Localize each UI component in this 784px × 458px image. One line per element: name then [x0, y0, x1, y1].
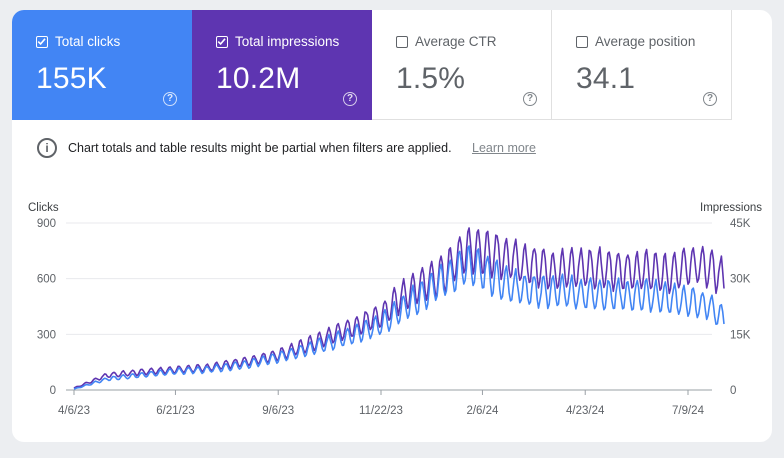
performance-card: Total clicks 155K ? Total impressions 10…	[12, 10, 772, 442]
x-tick-label: 4/23/24	[566, 405, 605, 417]
metric-average-position[interactable]: Average position 34.1 ?	[552, 10, 732, 120]
metric-value: 10.2M	[216, 62, 301, 95]
metric-label: Average position	[595, 34, 696, 49]
help-icon[interactable]: ?	[703, 92, 717, 106]
right-tick-label: 0	[730, 385, 736, 397]
x-tick-label: 2/6/24	[466, 405, 499, 417]
x-tick-label: 7/9/24	[672, 405, 705, 417]
metric-average-ctr[interactable]: Average CTR 1.5% ?	[372, 10, 552, 120]
metric-total-clicks[interactable]: Total clicks 155K ?	[12, 10, 192, 120]
right-tick-label: 45K	[730, 218, 751, 230]
performance-chart: 900 45K 600 30K 300 15K 0 0 Clicks Impressions 4/6…	[28, 202, 762, 417]
metric-label: Average CTR	[415, 34, 497, 49]
x-tick-label: 6/21/23	[156, 405, 194, 417]
right-tick-label: 30K	[730, 274, 751, 286]
x-tick-label: 9/6/23	[262, 405, 294, 417]
help-icon[interactable]: ?	[523, 92, 537, 106]
info-icon: i	[37, 138, 57, 158]
left-axis-title: Clicks	[28, 202, 59, 214]
right-axis-title: Impressions	[700, 202, 762, 214]
learn-more-link[interactable]: Learn more	[472, 141, 536, 155]
x-tick-label: 11/22/23	[359, 405, 403, 417]
metric-label: Total clicks	[55, 34, 121, 49]
left-tick-label: 600	[37, 274, 56, 286]
x-tick-label: 4/6/23	[58, 405, 90, 417]
notice-text: Chart totals and table results might be …	[68, 141, 452, 155]
metric-value: 155K	[36, 62, 107, 95]
checkbox-unchecked-icon[interactable]	[396, 36, 408, 48]
left-tick-label: 300	[37, 329, 56, 341]
impressions-line	[73, 227, 725, 389]
checkbox-checked-icon[interactable]	[216, 36, 228, 48]
metric-total-impressions[interactable]: Total impressions 10.2M ?	[192, 10, 372, 120]
metric-label: Total impressions	[235, 34, 340, 49]
checkbox-unchecked-icon[interactable]	[576, 36, 588, 48]
metric-value: 34.1	[576, 62, 636, 95]
checkbox-checked-icon[interactable]	[36, 36, 48, 48]
right-tick-label: 15K	[730, 329, 751, 341]
metric-value: 1.5%	[396, 62, 466, 95]
help-icon[interactable]: ?	[343, 92, 357, 106]
left-tick-label: 0	[50, 385, 56, 397]
left-tick-label: 900	[37, 218, 56, 230]
clicks-line	[73, 245, 725, 390]
help-icon[interactable]: ?	[163, 92, 177, 106]
